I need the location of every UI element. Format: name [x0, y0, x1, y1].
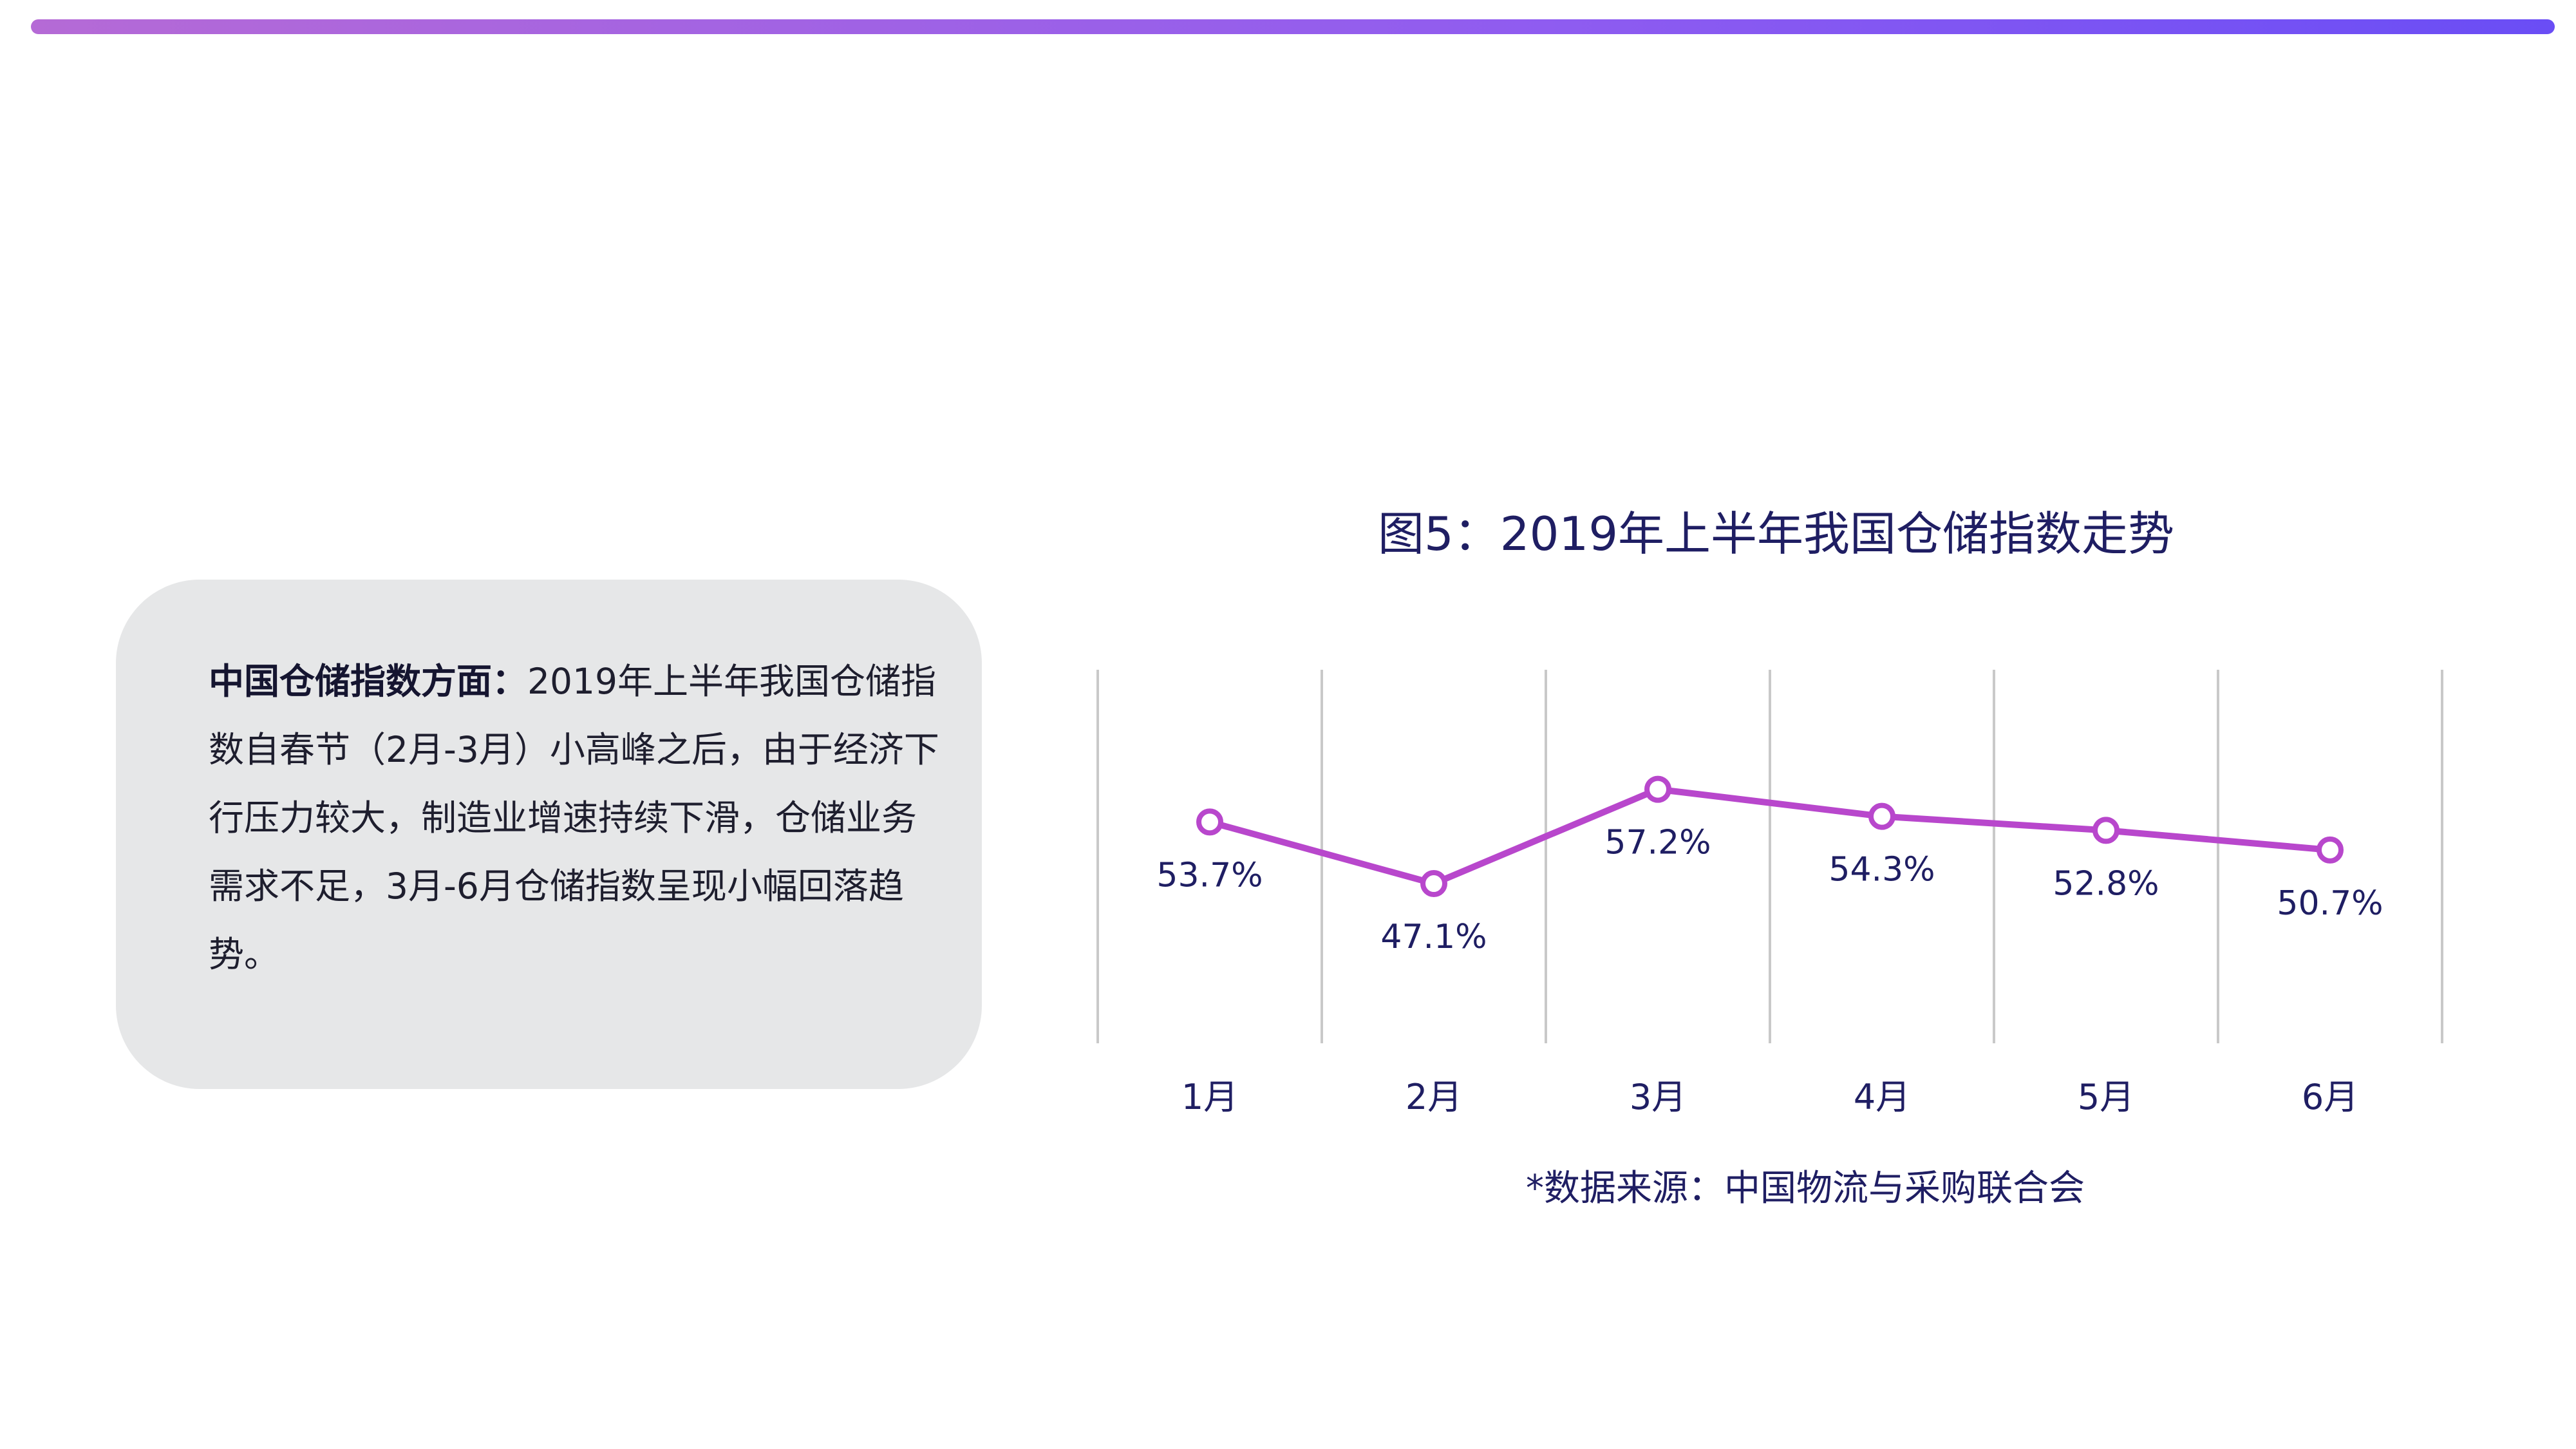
data-label: 54.3% [1829, 851, 1935, 889]
chart-labels: 53.7% 1月 47.1% 2月 57.2% 3月 54.3% 4月 52.8% 5月 50.7%… [1156, 824, 2383, 1117]
x-tick-label: 6月 [2302, 1077, 2358, 1117]
source-note: *数据来源：中国物流与采购联合会 [1526, 1168, 2085, 1209]
x-tick-label: 2月 [1406, 1077, 1462, 1117]
summary-paragraph: 中国仓储指数方面：2019年上半年我国仓储指数自春节（2月-3月）小高峰之后，由… [209, 647, 949, 989]
chart-points [1196, 775, 2344, 898]
chart-title: 图5：2019年上半年我国仓储指数走势 [1378, 507, 2175, 561]
summary-bold-label: 中国仓储指数方面： [209, 661, 528, 702]
data-point [1644, 775, 1671, 803]
series-line [1208, 786, 2331, 887]
data-point [2317, 836, 2344, 864]
x-tick-label: 4月 [1854, 1077, 1910, 1117]
x-tick-label: 3月 [1630, 1077, 1686, 1117]
data-point [1868, 802, 1895, 830]
data-label: 50.7% [2277, 884, 2383, 923]
data-label: 47.1% [1380, 918, 1487, 956]
summary-textbox: 中国仓储指数方面：2019年上半年我国仓储指数自春节（2月-3月）小高峰之后，由… [116, 580, 982, 1089]
data-label: 53.7% [1156, 856, 1263, 895]
data-point [1420, 870, 1447, 898]
data-point [2092, 817, 2120, 844]
top-accent-bar [31, 19, 2555, 34]
summary-body: 2019年上半年我国仓储指数自春节（2月-3月）小高峰之后，由于经济下行压力较大… [209, 661, 939, 975]
data-point [1196, 808, 1223, 836]
x-tick-label: 5月 [2078, 1077, 2134, 1117]
chart-gridlines [1096, 670, 2443, 1043]
data-label: 57.2% [1604, 824, 1711, 862]
data-label: 52.8% [2053, 864, 2159, 903]
x-tick-label: 1月 [1181, 1077, 1238, 1117]
